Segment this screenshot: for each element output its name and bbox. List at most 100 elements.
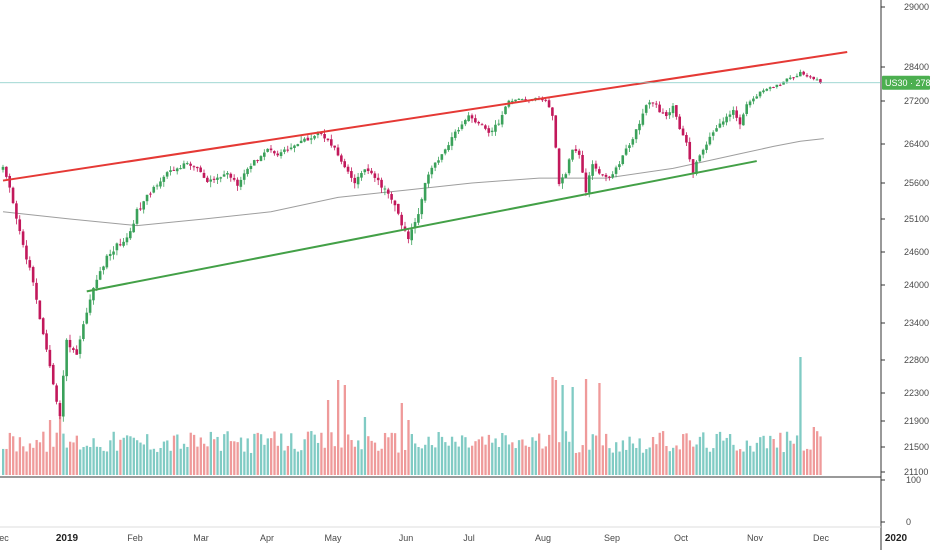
trendlines: [0, 51, 880, 293]
candle-body: [819, 79, 822, 83]
volume-bar: [601, 445, 604, 475]
candle-body: [232, 178, 236, 180]
candle-body: [330, 139, 333, 146]
candle-body: [413, 222, 417, 229]
volume-bar: [176, 434, 179, 475]
volume-bar: [58, 415, 62, 475]
candle-body: [577, 150, 581, 155]
candle-body: [45, 333, 48, 350]
volume-bar: [437, 432, 440, 475]
volume-bar: [276, 445, 279, 475]
volume-bar: [209, 431, 212, 475]
volume-bar: [192, 434, 196, 475]
volume-bar: [347, 434, 350, 475]
volume-bar: [400, 403, 403, 475]
volume-bars: [2, 357, 822, 475]
candle-body: [809, 76, 812, 78]
candle-body: [118, 244, 122, 246]
candle-body: [581, 154, 584, 173]
candle-body: [668, 112, 671, 116]
candle-body: [380, 179, 383, 188]
volume-bar: [42, 431, 45, 475]
candle-body: [450, 137, 454, 146]
volume-bar: [745, 440, 748, 475]
volume-bar: [206, 446, 209, 475]
candle-body: [433, 162, 437, 168]
candle-body: [778, 84, 782, 86]
candle-body: [782, 81, 785, 85]
volume-bar: [119, 439, 122, 475]
candle-body: [276, 153, 279, 156]
candle-body: [165, 172, 169, 177]
volume-bar: [290, 433, 293, 475]
time-tick-label: Nov: [747, 533, 764, 543]
volume-bar: [749, 445, 752, 475]
volume-bar: [534, 440, 537, 475]
candle-body: [145, 194, 149, 202]
time-tick-label: Jun: [399, 533, 414, 543]
volume-bar: [55, 432, 58, 475]
volume-bar: [806, 448, 809, 475]
candle-body: [624, 148, 628, 155]
candle-body: [765, 88, 769, 91]
volume-bar: [454, 441, 457, 475]
candle-body: [430, 167, 434, 175]
candle-body: [142, 201, 145, 210]
volume-bar: [146, 434, 149, 475]
volume-bar: [370, 440, 373, 475]
candle-body: [326, 138, 330, 141]
volume-bar: [112, 431, 115, 475]
candle-body: [182, 163, 186, 169]
candle-body: [95, 279, 99, 289]
volume-bar: [259, 434, 263, 475]
volume-bar: [440, 436, 444, 475]
candle-body: [293, 145, 296, 148]
volume-bar: [22, 446, 25, 475]
volume-bar: [283, 450, 286, 475]
volume-bar: [608, 448, 611, 475]
volume-bar: [728, 434, 732, 475]
candle-body: [8, 175, 11, 188]
candle-body: [614, 167, 618, 174]
volume-bar: [541, 448, 544, 475]
candle-body: [785, 78, 789, 82]
volume-bar: [641, 452, 645, 475]
volume-bar: [789, 440, 792, 475]
volume-bar: [129, 436, 132, 475]
candle-body: [199, 167, 202, 173]
candle-body: [604, 174, 608, 177]
candle-body: [139, 208, 142, 210]
volume-bar: [109, 440, 112, 475]
volume-bar: [722, 440, 725, 475]
candle-body: [169, 170, 172, 172]
candle-body: [574, 149, 578, 152]
candle-body: [286, 149, 290, 151]
candle-body: [440, 154, 444, 160]
candle-body: [718, 123, 722, 128]
volume-bar: [527, 446, 531, 475]
volume-bar: [725, 437, 728, 475]
volume-bar: [182, 443, 186, 475]
candle-body: [500, 115, 504, 125]
candle-body: [474, 118, 477, 123]
candle-body: [135, 209, 139, 224]
candle-body: [152, 186, 156, 193]
candle-body: [92, 287, 95, 301]
candle-body: [611, 174, 614, 178]
volume-bar: [812, 427, 815, 475]
candle-body: [547, 100, 551, 108]
volume-bar: [507, 444, 511, 475]
volume-bar: [243, 451, 246, 475]
volume-bar: [72, 442, 75, 475]
candle-body: [21, 231, 25, 245]
candle-body: [661, 112, 665, 114]
candle-body: [216, 177, 219, 180]
candle-body: [259, 156, 263, 161]
volume-bar: [404, 449, 407, 475]
candle-body: [715, 128, 718, 132]
volume-bar: [819, 436, 822, 475]
candle-body: [25, 245, 28, 260]
volume-bar: [477, 439, 480, 475]
volume-bar: [732, 444, 735, 475]
